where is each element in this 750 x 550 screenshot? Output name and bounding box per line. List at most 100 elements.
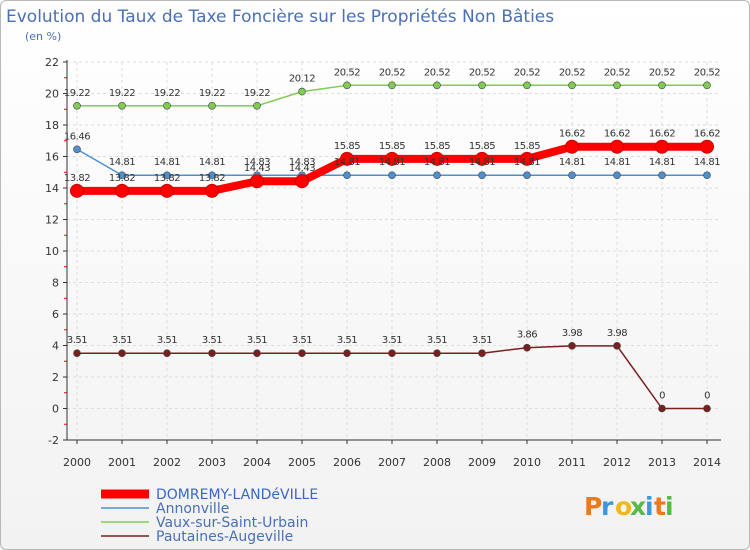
legend-label: Vaux-sur-Saint-Urbain — [156, 515, 308, 531]
logo-letter: P — [584, 492, 602, 521]
data-point — [73, 349, 81, 358]
data-label: 15.85 — [469, 141, 495, 152]
data-point — [163, 101, 171, 110]
data-point — [388, 171, 396, 180]
data-label: 13.82 — [154, 173, 180, 184]
data-label: 19.22 — [154, 88, 180, 99]
data-label: 16.46 — [64, 131, 90, 142]
data-label: 16.62 — [649, 129, 675, 140]
y-tick-label: -2 — [48, 434, 59, 447]
data-label: 14.81 — [649, 157, 675, 168]
y-tick-label: 8 — [52, 277, 59, 290]
y-tick-label: 2 — [52, 371, 59, 384]
data-point — [565, 139, 579, 154]
data-label: 19.22 — [109, 88, 135, 99]
data-label: 3.51 — [337, 335, 357, 346]
data-point — [655, 139, 669, 154]
data-label: 16.62 — [694, 129, 720, 140]
logo-letter: i — [645, 492, 654, 521]
data-label: 19.22 — [244, 88, 270, 99]
data-point — [478, 349, 486, 358]
data-label: 3.51 — [202, 335, 222, 346]
data-label: 14.43 — [244, 163, 270, 174]
data-point — [703, 171, 711, 180]
data-label: 20.52 — [424, 67, 450, 78]
data-point — [520, 151, 534, 166]
data-point — [523, 171, 531, 180]
data-label: 0 — [659, 391, 665, 402]
data-label: 14.43 — [289, 163, 315, 174]
data-point — [163, 171, 171, 180]
data-label: 14.81 — [424, 157, 450, 168]
chart-title: Evolution du Taux de Taxe Foncière sur l… — [6, 7, 554, 27]
data-label: 14.81 — [604, 157, 630, 168]
data-label: 20.52 — [604, 67, 630, 78]
data-label: 13.82 — [199, 173, 225, 184]
data-label: 20.52 — [649, 67, 675, 78]
data-label: 14.81 — [109, 157, 135, 168]
y-tick-label: 16 — [45, 151, 59, 164]
data-label: 3.86 — [517, 330, 537, 341]
data-label: 3.51 — [427, 335, 447, 346]
data-point — [475, 151, 489, 166]
logo-letter: o — [615, 492, 632, 521]
data-label: 15.85 — [334, 141, 360, 152]
data-point — [205, 183, 219, 198]
y-tick-label: 6 — [52, 308, 59, 321]
data-label: 3.98 — [562, 328, 582, 339]
x-tick-label: 2003 — [198, 456, 226, 469]
x-tick-label: 2009 — [468, 456, 496, 469]
data-point — [250, 174, 264, 189]
data-label: 14.83 — [244, 157, 270, 168]
x-tick-label: 2000 — [63, 456, 91, 469]
data-point — [70, 183, 84, 198]
data-point — [700, 139, 714, 154]
data-label: 14.81 — [694, 157, 720, 168]
x-tick-label: 2011 — [558, 456, 586, 469]
legend-label: Pautaines-Augeville — [156, 529, 293, 545]
legend-label: DOMREMY-LANDéVILLE — [156, 487, 318, 503]
data-label: 14.83 — [289, 157, 315, 168]
x-tick-label: 2005 — [288, 456, 316, 469]
data-point — [658, 171, 666, 180]
y-tick-label: 10 — [45, 245, 59, 258]
data-point — [703, 404, 711, 413]
data-point — [73, 101, 81, 110]
data-label: 14.81 — [154, 157, 180, 168]
data-point — [208, 171, 216, 180]
data-label: 14.81 — [334, 157, 360, 168]
data-point — [208, 101, 216, 110]
x-tick-label: 2002 — [153, 456, 181, 469]
y-tick-label: 0 — [52, 403, 59, 416]
data-point — [658, 404, 666, 413]
grid — [67, 61, 721, 441]
data-label: 16.62 — [559, 129, 585, 140]
data-point — [388, 81, 396, 90]
y-tick-label: 22 — [45, 56, 59, 69]
data-label: 15.85 — [424, 141, 450, 152]
data-point — [610, 139, 624, 154]
data-point — [478, 171, 486, 180]
x-tick-label: 2014 — [693, 456, 721, 469]
data-label: 20.12 — [289, 74, 315, 85]
data-label: 3.51 — [112, 335, 132, 346]
x-tick-label: 2013 — [648, 456, 676, 469]
data-point — [433, 349, 441, 358]
data-label: 3.51 — [292, 335, 312, 346]
data-point — [478, 81, 486, 90]
data-point — [568, 342, 576, 350]
data-point — [613, 81, 621, 90]
data-label: 3.51 — [157, 335, 177, 346]
data-point — [658, 81, 666, 90]
data-label: 3.51 — [472, 335, 492, 346]
data-label: 3.51 — [247, 335, 267, 346]
data-point — [253, 101, 261, 110]
data-label: 20.52 — [379, 67, 405, 78]
y-tick-label: 14 — [45, 182, 59, 195]
data-point — [208, 349, 216, 358]
data-point — [613, 171, 621, 180]
x-tick-label: 2001 — [108, 456, 136, 469]
data-label: 14.81 — [559, 157, 585, 168]
